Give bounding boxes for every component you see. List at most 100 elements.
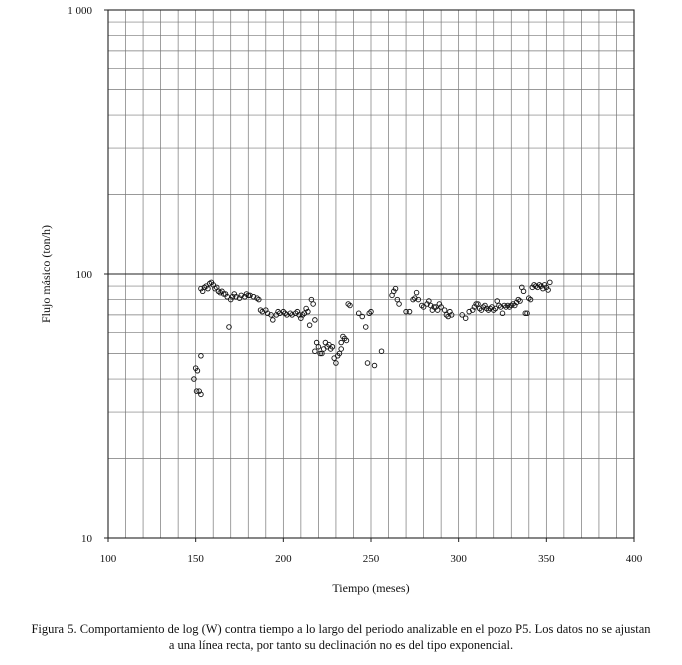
data-point: [492, 305, 499, 312]
data-point: [247, 292, 253, 299]
data-point: [224, 294, 230, 300]
data-point: [513, 299, 520, 306]
data-point: [227, 296, 234, 303]
data-point: [315, 344, 322, 350]
data-point: [198, 353, 204, 359]
data-point: [490, 307, 497, 313]
scatter-chart: 100 150 200 250 300 350 400 10 100 1 000 Tiempo (…: [39, 5, 643, 595]
data-point: [362, 324, 369, 330]
data-point: [299, 312, 306, 318]
data-point: [406, 308, 413, 315]
data-point: [319, 350, 325, 357]
x-tick-label: 250: [363, 553, 380, 565]
data-point: [270, 317, 276, 323]
data-point: [547, 279, 553, 286]
data-point: [312, 317, 318, 323]
x-tick-label: 150: [187, 553, 204, 565]
data-point: [403, 308, 409, 315]
data-point: [520, 288, 527, 295]
data-point: [191, 376, 197, 382]
data-point: [378, 348, 385, 354]
data-point: [420, 304, 427, 310]
data-points: [191, 279, 553, 398]
data-point: [231, 291, 237, 297]
x-axis-label: Tiempo (meses): [332, 581, 409, 595]
data-point: [287, 310, 294, 317]
data-point: [366, 310, 372, 317]
data-point: [310, 301, 316, 307]
caption-line-1: Figura 5. Comportamiento de log (W) cont…: [31, 622, 651, 636]
data-point: [499, 310, 506, 317]
x-tick-label: 400: [626, 553, 643, 565]
data-point: [194, 368, 201, 374]
y-tick-label: 100: [76, 269, 93, 281]
data-point: [438, 304, 444, 310]
data-point: [257, 307, 264, 313]
data-point: [355, 310, 362, 317]
data-point: [220, 291, 227, 297]
data-point: [338, 346, 344, 352]
data-point: [396, 301, 402, 307]
data-point: [494, 298, 500, 304]
data-point: [413, 289, 420, 296]
data-point: [333, 360, 339, 366]
data-point: [473, 301, 479, 307]
data-point: [364, 360, 371, 366]
axis-ticks: 100 150 200 250 300 350 400 10 100 1 000: [67, 5, 643, 565]
data-point: [434, 307, 441, 313]
data-point: [371, 362, 378, 369]
data-point: [475, 301, 481, 307]
data-point: [306, 322, 313, 328]
data-point: [229, 294, 236, 300]
data-point: [485, 307, 492, 313]
data-point: [462, 315, 469, 321]
data-point: [250, 294, 257, 300]
data-point: [517, 298, 523, 304]
data-point: [443, 312, 450, 318]
data-point: [222, 291, 229, 297]
data-point: [368, 308, 374, 315]
data-point: [198, 391, 204, 398]
y-tick-label: 10: [81, 533, 93, 545]
chart-grid: [108, 10, 634, 538]
data-point: [441, 307, 448, 313]
data-point: [527, 296, 534, 303]
data-point: [275, 308, 281, 315]
data-point: [242, 294, 248, 300]
data-point: [236, 295, 243, 301]
data-point: [459, 312, 465, 318]
data-point: [497, 304, 504, 310]
data-point: [343, 337, 350, 344]
data-point: [392, 285, 399, 292]
x-tick-label: 350: [538, 553, 555, 565]
y-tick-label: 1 000: [67, 5, 92, 17]
data-point: [424, 301, 430, 307]
data-point: [205, 285, 211, 292]
data-point: [336, 350, 343, 357]
data-point: [412, 295, 418, 301]
x-tick-label: 200: [275, 553, 292, 565]
data-point: [338, 339, 344, 346]
data-point: [245, 292, 252, 299]
x-tick-label: 100: [100, 553, 117, 565]
data-point: [359, 313, 365, 320]
data-point: [233, 294, 239, 300]
y-axis-label: Flujo másico (ton/h): [39, 225, 53, 323]
caption-line-2: a una línea recta, por tanto su declinac…: [168, 638, 514, 652]
data-point: [317, 350, 323, 357]
data-point: [431, 304, 437, 310]
data-point: [193, 388, 200, 394]
figure-caption: Figura 5. Comportamiento de log (W) cont…: [8, 621, 674, 653]
data-point: [312, 348, 318, 354]
data-point: [219, 288, 225, 295]
data-point: [545, 287, 551, 293]
data-point: [471, 304, 478, 310]
data-point: [448, 312, 455, 318]
data-point: [483, 305, 490, 312]
data-point: [522, 310, 529, 317]
data-point: [436, 301, 443, 307]
data-point: [415, 296, 422, 303]
data-point: [268, 312, 274, 318]
data-point: [427, 302, 434, 309]
data-point: [238, 292, 245, 299]
